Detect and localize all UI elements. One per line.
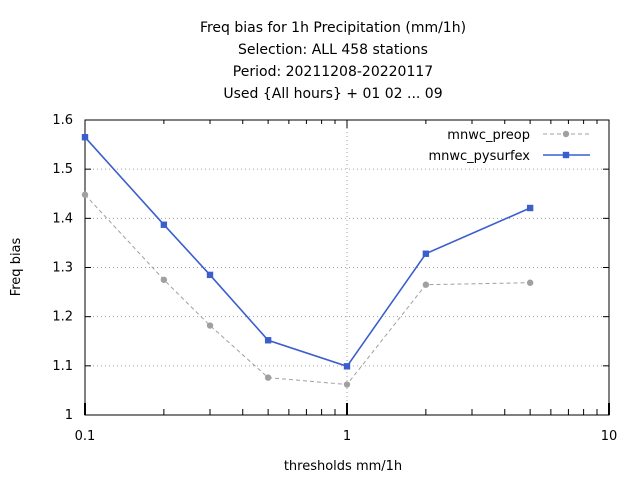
y-tick-label: 1 — [65, 408, 73, 423]
data-point — [343, 381, 351, 388]
data-series — [81, 134, 534, 388]
data-point — [526, 204, 534, 212]
title-line-1: Freq bias for 1h Precipitation (mm/1h) — [200, 20, 466, 36]
data-point — [81, 134, 89, 141]
data-point — [422, 250, 430, 257]
title-line-4: Used {All hours} + 01 02 ... 09 — [223, 86, 442, 102]
x-tick-label: 10 — [601, 429, 618, 444]
data-point — [422, 281, 430, 288]
x-tick-label: 1 — [343, 429, 351, 444]
data-point — [264, 337, 272, 344]
series-line-mnwc-pysurfex — [84, 136, 531, 368]
data-point — [160, 276, 168, 283]
data-point — [526, 279, 534, 286]
y-tick-label: 1.6 — [52, 113, 73, 128]
series-line-mnwc-preop — [84, 194, 531, 386]
y-tick-label: 1.1 — [52, 359, 73, 374]
series-mnwc-pysurfex — [81, 134, 534, 370]
data-point — [81, 191, 89, 198]
plot-area-border — [84, 119, 610, 416]
x-axis-label: thresholds mm/1h — [284, 459, 402, 474]
legend-marker-mnwc-preop — [562, 130, 570, 138]
title-line-3: Period: 20211208-20220117 — [233, 64, 433, 80]
data-point — [160, 221, 168, 228]
legend-label-mnwc-preop: mnwc_preop — [447, 128, 530, 143]
data-point — [264, 374, 272, 381]
y-tick-label: 1.5 — [52, 162, 73, 177]
data-point — [206, 322, 214, 329]
legend-swatches — [543, 130, 590, 159]
tick-labels: 11.11.21.31.41.51.60.1 1 10 — [52, 113, 617, 444]
data-point — [343, 363, 351, 370]
y-tick-label: 1.2 — [52, 310, 73, 325]
grid-lines — [85, 120, 609, 415]
y-axis-label: Freq bias — [9, 237, 24, 296]
chart-title: Freq bias for 1h Precipitation (mm/1h) S… — [200, 20, 466, 102]
data-point — [206, 271, 214, 279]
y-tick-label: 1.3 — [52, 261, 73, 276]
title-line-2: Selection: ALL 458 stations — [238, 42, 428, 58]
legend-marker-mnwc-pysurfex — [562, 151, 570, 159]
x-tick-label: 0.1 — [75, 429, 96, 444]
y-tick-label: 1.4 — [52, 211, 73, 226]
legend-label-mnwc-pysurfex: mnwc_pysurfex — [428, 149, 530, 164]
series-mnwc-preop — [81, 191, 534, 388]
legend: mnwc_preop mnwc_pysurfex — [428, 128, 590, 164]
